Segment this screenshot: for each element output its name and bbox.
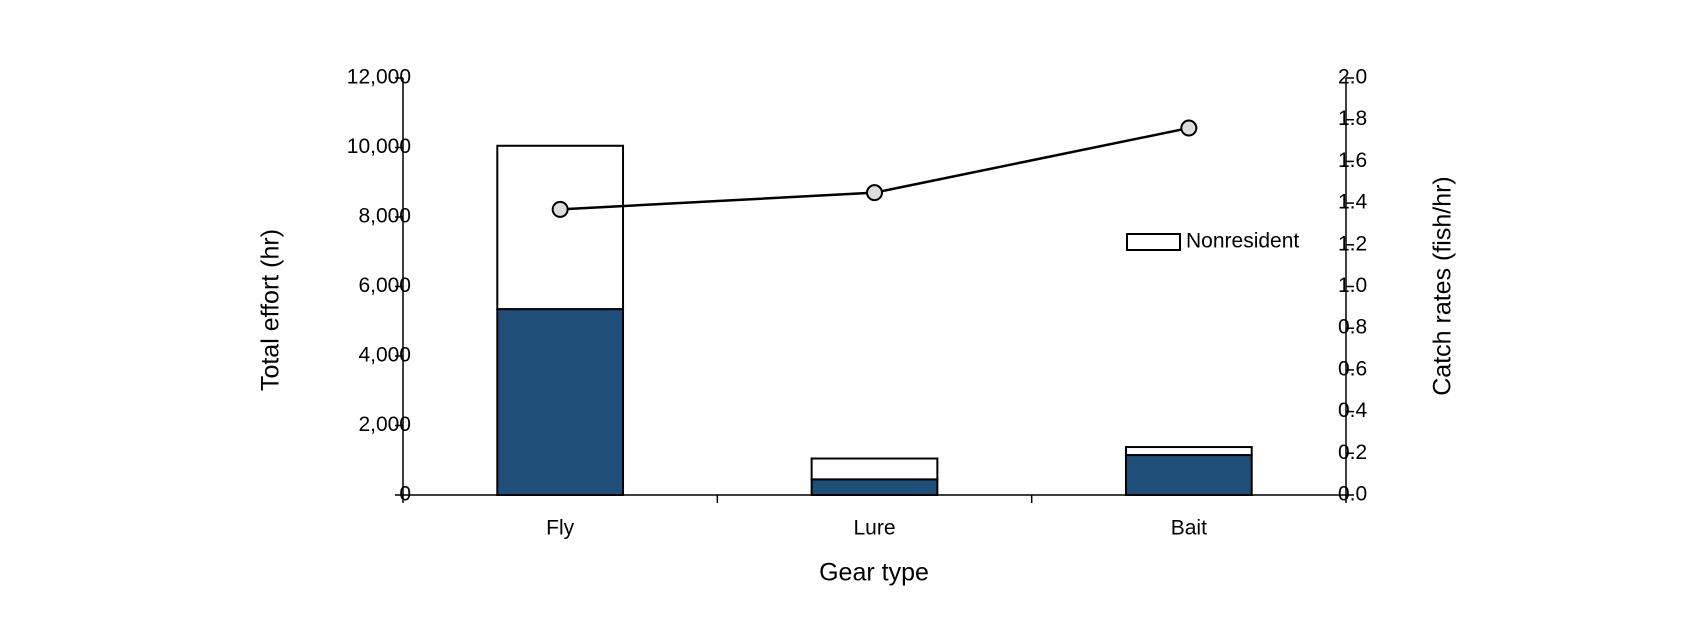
bar	[1124, 454, 1253, 497]
x-tick-label: Fly	[546, 517, 574, 540]
bar	[1124, 446, 1253, 457]
yticks-label: 2,000	[358, 413, 411, 436]
x-tick-label: Bait	[1171, 517, 1207, 540]
y-axis-title: Total effort (hr)	[257, 229, 285, 391]
legend-label: Nonresident	[1186, 230, 1299, 253]
bar	[496, 308, 625, 496]
y2ticks-label: 1.6	[1338, 149, 1367, 172]
yticks-label: 10,000	[347, 135, 411, 158]
legend-swatch	[1126, 233, 1181, 251]
yticks-label: 6,000	[358, 274, 411, 297]
yticks-label: 0	[399, 483, 411, 506]
y2ticks-label: 1.2	[1338, 232, 1367, 255]
bar	[810, 457, 939, 481]
yticks-label: 12,000	[347, 66, 411, 89]
x-axis-title: Gear type	[819, 559, 929, 587]
y2-axis-title: Catch rates (fish/hr)	[1429, 176, 1457, 396]
line-marker	[1180, 119, 1198, 137]
y2ticks-label: 2.0	[1338, 66, 1367, 89]
y2ticks-label: 1.0	[1338, 274, 1367, 297]
yticks-label: 4,000	[358, 344, 411, 367]
y2ticks-label: 0.8	[1338, 316, 1367, 339]
line-marker	[866, 184, 883, 202]
bar	[810, 478, 939, 496]
yticks-label: 8,000	[358, 205, 411, 228]
y2ticks-label: 0.4	[1338, 399, 1368, 422]
y2ticks-label: 1.4	[1338, 191, 1368, 214]
x-tick-label: Lure	[853, 517, 895, 540]
y2ticks-label: 0.0	[1338, 483, 1367, 506]
line-marker	[551, 200, 569, 218]
y2ticks-label: 1.8	[1338, 107, 1367, 130]
y2ticks-label: 0.6	[1338, 357, 1367, 380]
bar	[496, 144, 625, 311]
y2ticks-label: 0.2	[1338, 441, 1367, 464]
